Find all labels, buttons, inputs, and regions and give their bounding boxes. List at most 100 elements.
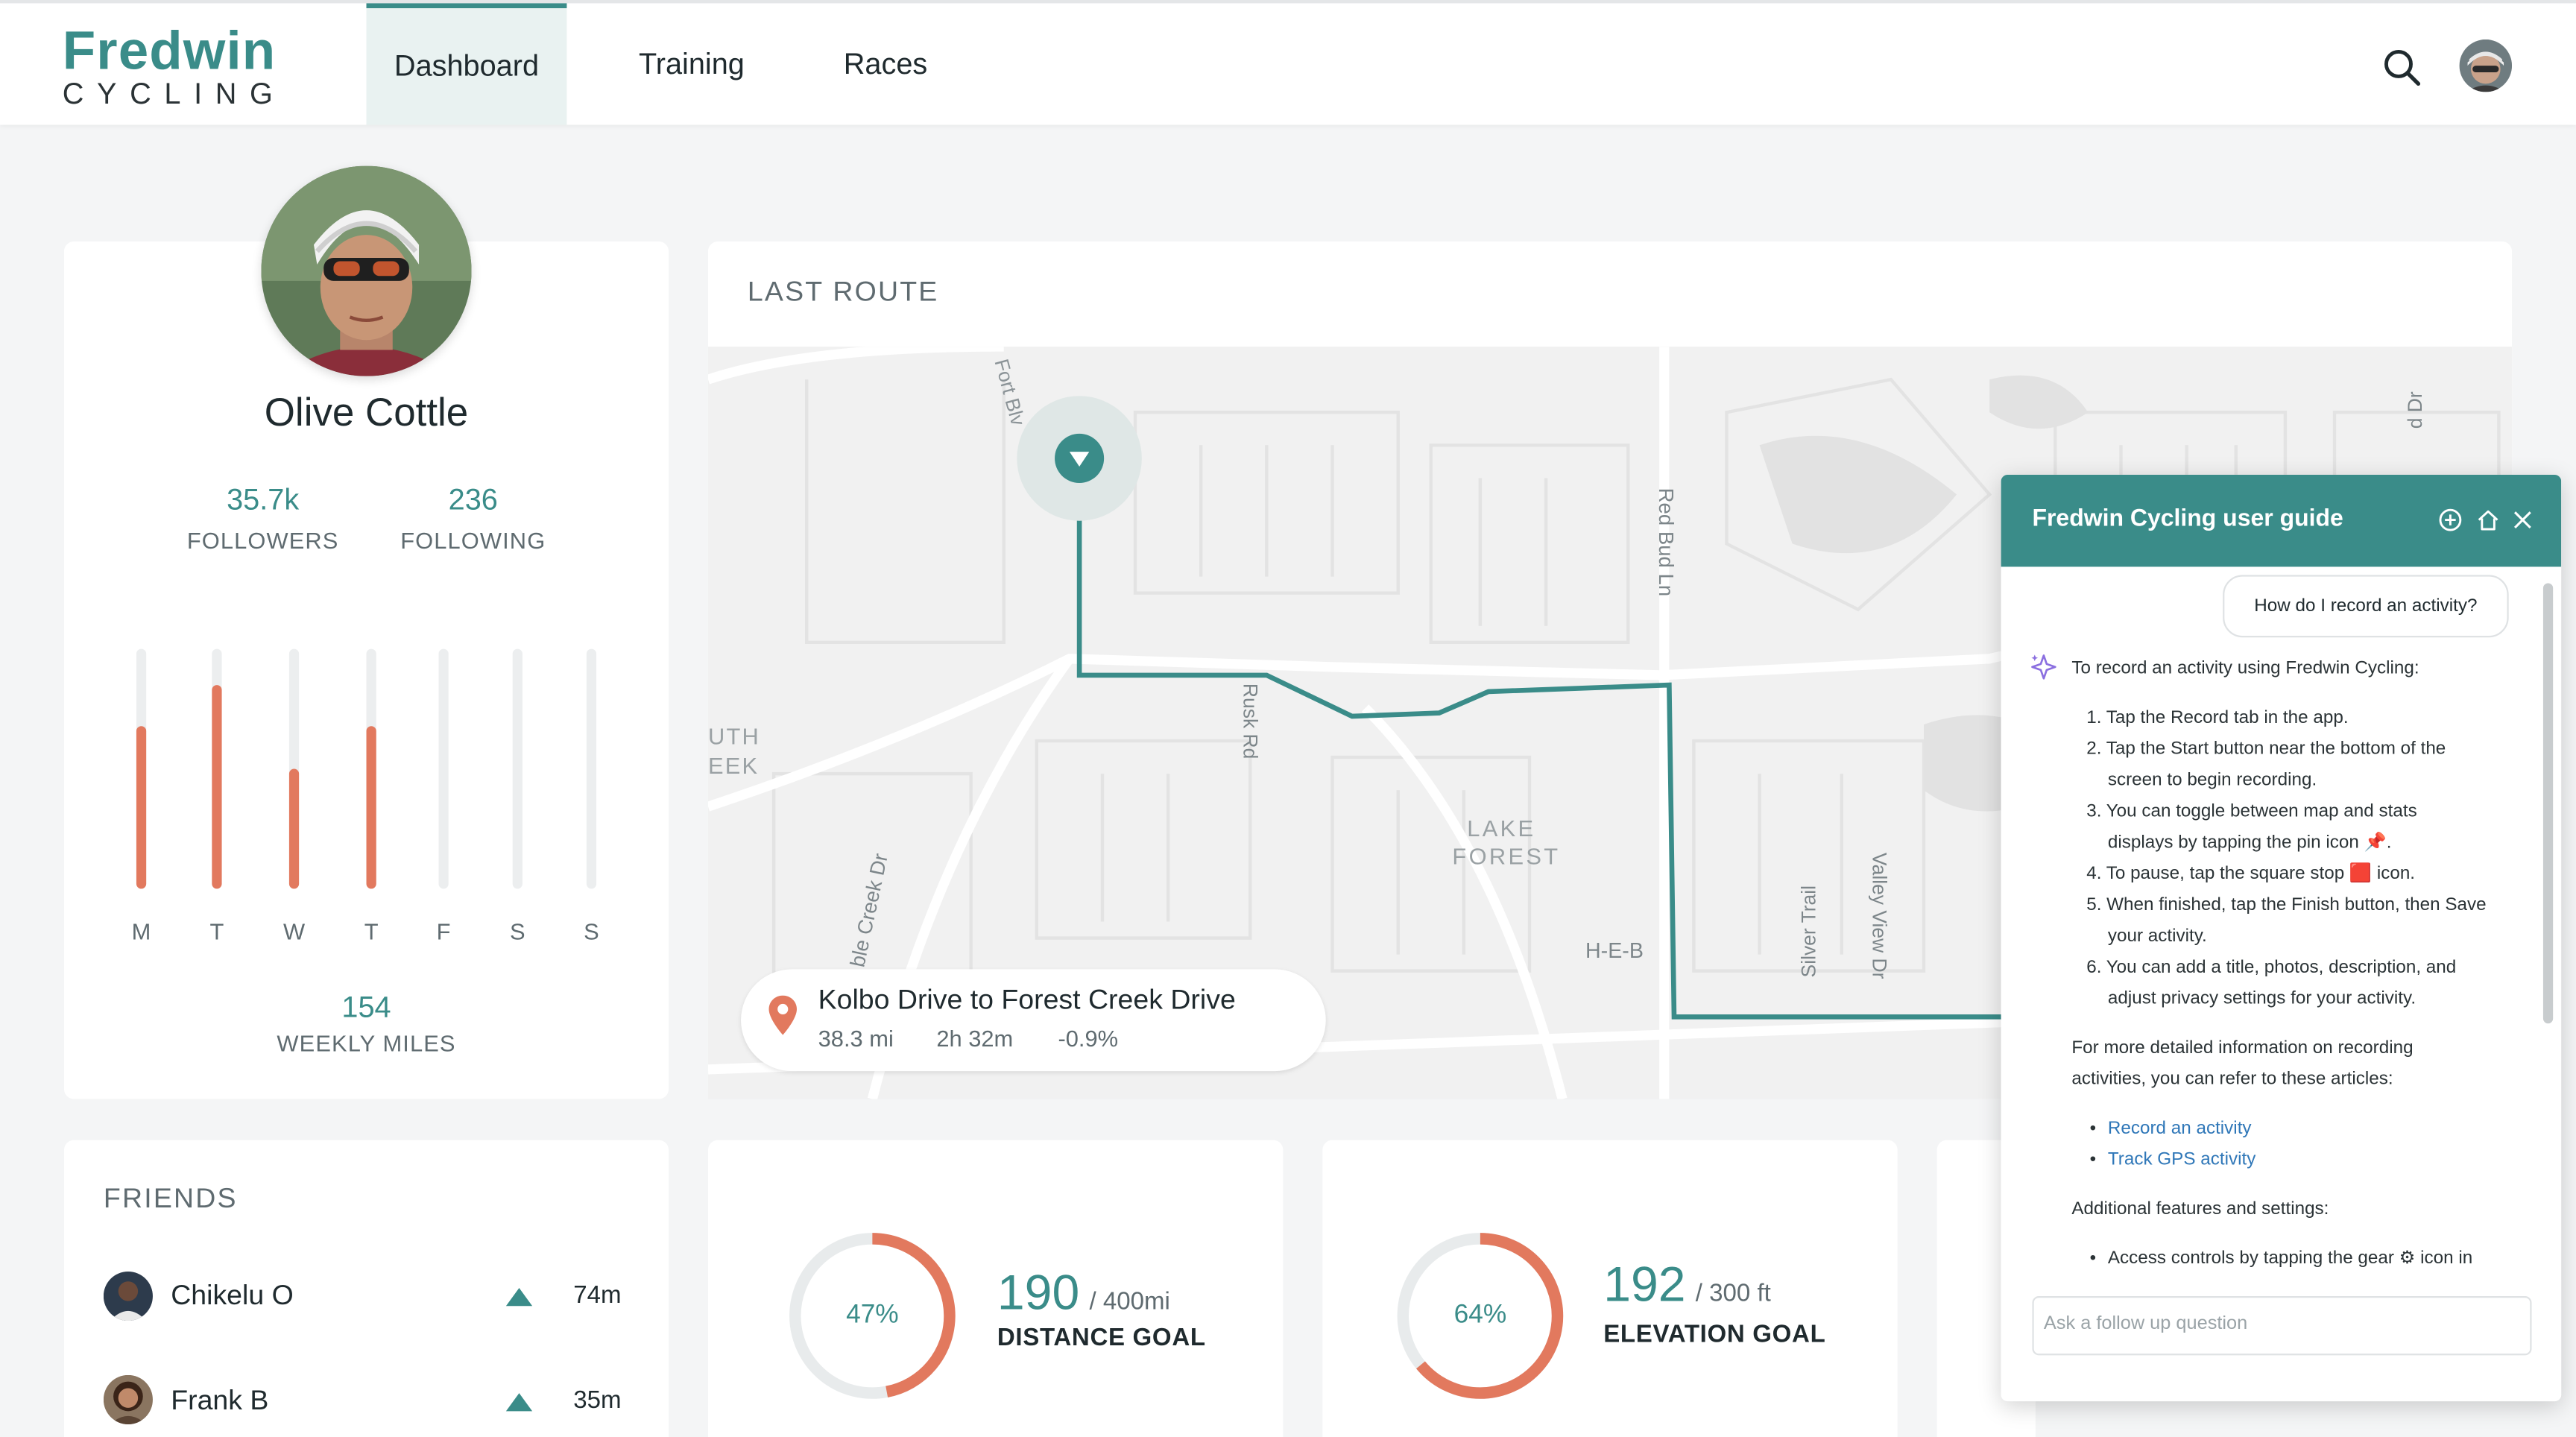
answer-additional: Additional features and settings: xyxy=(2071,1198,2329,1219)
friend-avatar[interactable] xyxy=(103,1271,153,1321)
friend-value: 74m xyxy=(573,1281,622,1310)
weekly-bar-track xyxy=(288,648,300,889)
new-chat-icon[interactable] xyxy=(2438,508,2463,532)
distance-goal-target: / 400mi xyxy=(1089,1288,1170,1316)
elevation-goal-percent: 64% xyxy=(1453,1301,1507,1330)
following-count[interactable]: 236 xyxy=(448,483,498,517)
route-grade: -0.9% xyxy=(1058,1025,1119,1052)
distance-goal-label: DISTANCE GOAL xyxy=(997,1324,1206,1352)
map-label-valley: Valley View Dr xyxy=(1868,852,1891,979)
sparkle-icon xyxy=(2031,654,2056,680)
last-route-title: LAST ROUTE xyxy=(747,276,939,308)
profile-photo xyxy=(261,165,472,376)
close-icon[interactable] xyxy=(2510,508,2535,532)
weekday-label: T xyxy=(209,918,224,945)
weekday-label: F xyxy=(436,918,451,945)
elevation-goal-value: 192 xyxy=(1603,1258,1686,1313)
location-pin-icon xyxy=(768,995,797,1035)
weekday-label: M xyxy=(131,918,151,945)
friend-name[interactable]: Frank B xyxy=(171,1385,269,1416)
distance-goal-value: 190 xyxy=(997,1266,1080,1321)
weekly-bar-track xyxy=(512,648,523,889)
answer-step: 6. You can add a title, photos, descript… xyxy=(2086,957,2457,978)
map-label-heb: H-E-B xyxy=(1585,938,1644,963)
bullet-dot: • xyxy=(2089,1248,2097,1269)
answer-step: 1. Tap the Record tab in the app. xyxy=(2086,707,2349,728)
weekly-bar-fill xyxy=(136,726,147,889)
elevation-goal-target: / 300 ft xyxy=(1695,1279,1771,1308)
user-guide-title: Fredwin Cycling user guide xyxy=(2032,505,2343,533)
weekly-bar-fill xyxy=(212,685,222,889)
arrow-up-icon xyxy=(505,1393,533,1412)
map-label-eek: EEK xyxy=(707,752,760,779)
bullet-dot: • xyxy=(2089,1118,2097,1139)
profile-name: Olive Cottle xyxy=(264,391,469,436)
tab-training[interactable]: Training xyxy=(638,46,745,80)
brand-name: Fredwin xyxy=(62,19,277,81)
bullet-dot: • xyxy=(2089,1149,2097,1170)
distance-goal-percent: 47% xyxy=(846,1301,899,1330)
friend-avatar[interactable] xyxy=(103,1374,153,1424)
user-avatar[interactable] xyxy=(2459,39,2513,92)
answer-more: activities, you can refer to these artic… xyxy=(2071,1069,2393,1090)
weekly-bar-fill xyxy=(366,726,376,889)
profile-card xyxy=(63,241,669,1099)
friends-title: FRIENDS xyxy=(103,1182,238,1214)
map-label-red-bud: Red Bud Ln xyxy=(1654,487,1678,597)
map-label-silver: Silver Trail xyxy=(1797,885,1821,978)
weekly-bar-track xyxy=(586,648,597,889)
brand-logo[interactable]: Fredwin CYCLING xyxy=(63,23,286,109)
distance-goal-ring xyxy=(789,1233,956,1399)
elevation-goal-label: ELEVATION GOAL xyxy=(1603,1321,1826,1349)
route-summary[interactable]: Kolbo Drive to Forest Creek Drive 38.3 m… xyxy=(741,969,1326,1072)
weekly-bar-track xyxy=(212,648,222,889)
user-guide-header: Fredwin Cycling user guide xyxy=(2001,474,2562,567)
weekly-miles-value: 154 xyxy=(341,991,391,1024)
weekday-label: W xyxy=(282,918,306,945)
article-link-gps[interactable]: Track GPS activity xyxy=(2107,1149,2256,1170)
elevation-goal-value-row: 192 / 300 ft xyxy=(1603,1258,1771,1314)
tab-dashboard[interactable]: Dashboard xyxy=(366,3,567,125)
elevation-goal-ring xyxy=(1397,1233,1564,1399)
tab-races[interactable]: Races xyxy=(843,46,928,80)
answer-more: For more detailed information on recordi… xyxy=(2071,1038,2414,1058)
brand-subtitle: CYCLING xyxy=(62,77,286,110)
map-label-forest: FOREST xyxy=(1452,842,1561,869)
route-distance: 38.3 mi xyxy=(818,1025,894,1052)
home-icon[interactable] xyxy=(2476,508,2501,532)
answer-step: adjust privacy settings for your activit… xyxy=(2107,988,2416,1009)
map-label-dr: d Dr xyxy=(2403,391,2427,429)
answer-step: your activity. xyxy=(2107,926,2207,947)
answer-step: 3. You can toggle between map and stats xyxy=(2086,801,2417,822)
weekday-label: S xyxy=(584,918,599,945)
user-question: How do I record an activity? xyxy=(2223,575,2509,638)
answer-step: 5. When finished, tap the Finish button,… xyxy=(2086,895,2487,915)
weekday-label: T xyxy=(364,918,379,945)
followup-input[interactable]: Ask a follow up question xyxy=(2032,1296,2532,1356)
article-link-record[interactable]: Record an activity xyxy=(2107,1118,2252,1139)
followup-area xyxy=(2001,1279,2562,1402)
following-label: FOLLOWING xyxy=(400,527,546,554)
map-label-lake: LAKE xyxy=(1467,815,1536,841)
friends-card xyxy=(63,1140,669,1437)
answer-feature: Access controls by tapping the gear ⚙ ic… xyxy=(2107,1248,2473,1269)
answer-intro: To record an activity using Fredwin Cycl… xyxy=(2071,658,2419,679)
followers-label: FOLLOWERS xyxy=(186,527,339,554)
weekly-bar-fill xyxy=(288,768,300,889)
distance-goal-value-row: 190 / 400mi xyxy=(997,1266,1170,1322)
search-icon[interactable] xyxy=(2382,48,2422,87)
weekly-miles-label: WEEKLY MILES xyxy=(277,1029,456,1057)
weekly-bar-track xyxy=(366,648,376,889)
answer-step: 4. To pause, tap the square stop 🟥 icon. xyxy=(2086,864,2416,884)
user-guide-panel: Fredwin Cycling user guide How do I reco… xyxy=(2001,474,2562,1402)
map-label-rusk: Rusk Rd xyxy=(1238,683,1262,759)
answer-step: 2. Tap the Start button near the bottom … xyxy=(2086,739,2446,759)
guide-scrollbar[interactable] xyxy=(2542,583,2554,1024)
route-name: Kolbo Drive to Forest Creek Drive xyxy=(818,984,1236,1016)
friend-name[interactable]: Chikelu O xyxy=(171,1279,294,1311)
friend-value: 35m xyxy=(573,1386,622,1415)
weekday-label: S xyxy=(509,918,525,945)
followers-count[interactable]: 35.7k xyxy=(227,483,300,517)
route-duration: 2h 32m xyxy=(936,1025,1014,1052)
elevation-goal-card[interactable] xyxy=(1322,1140,1898,1437)
